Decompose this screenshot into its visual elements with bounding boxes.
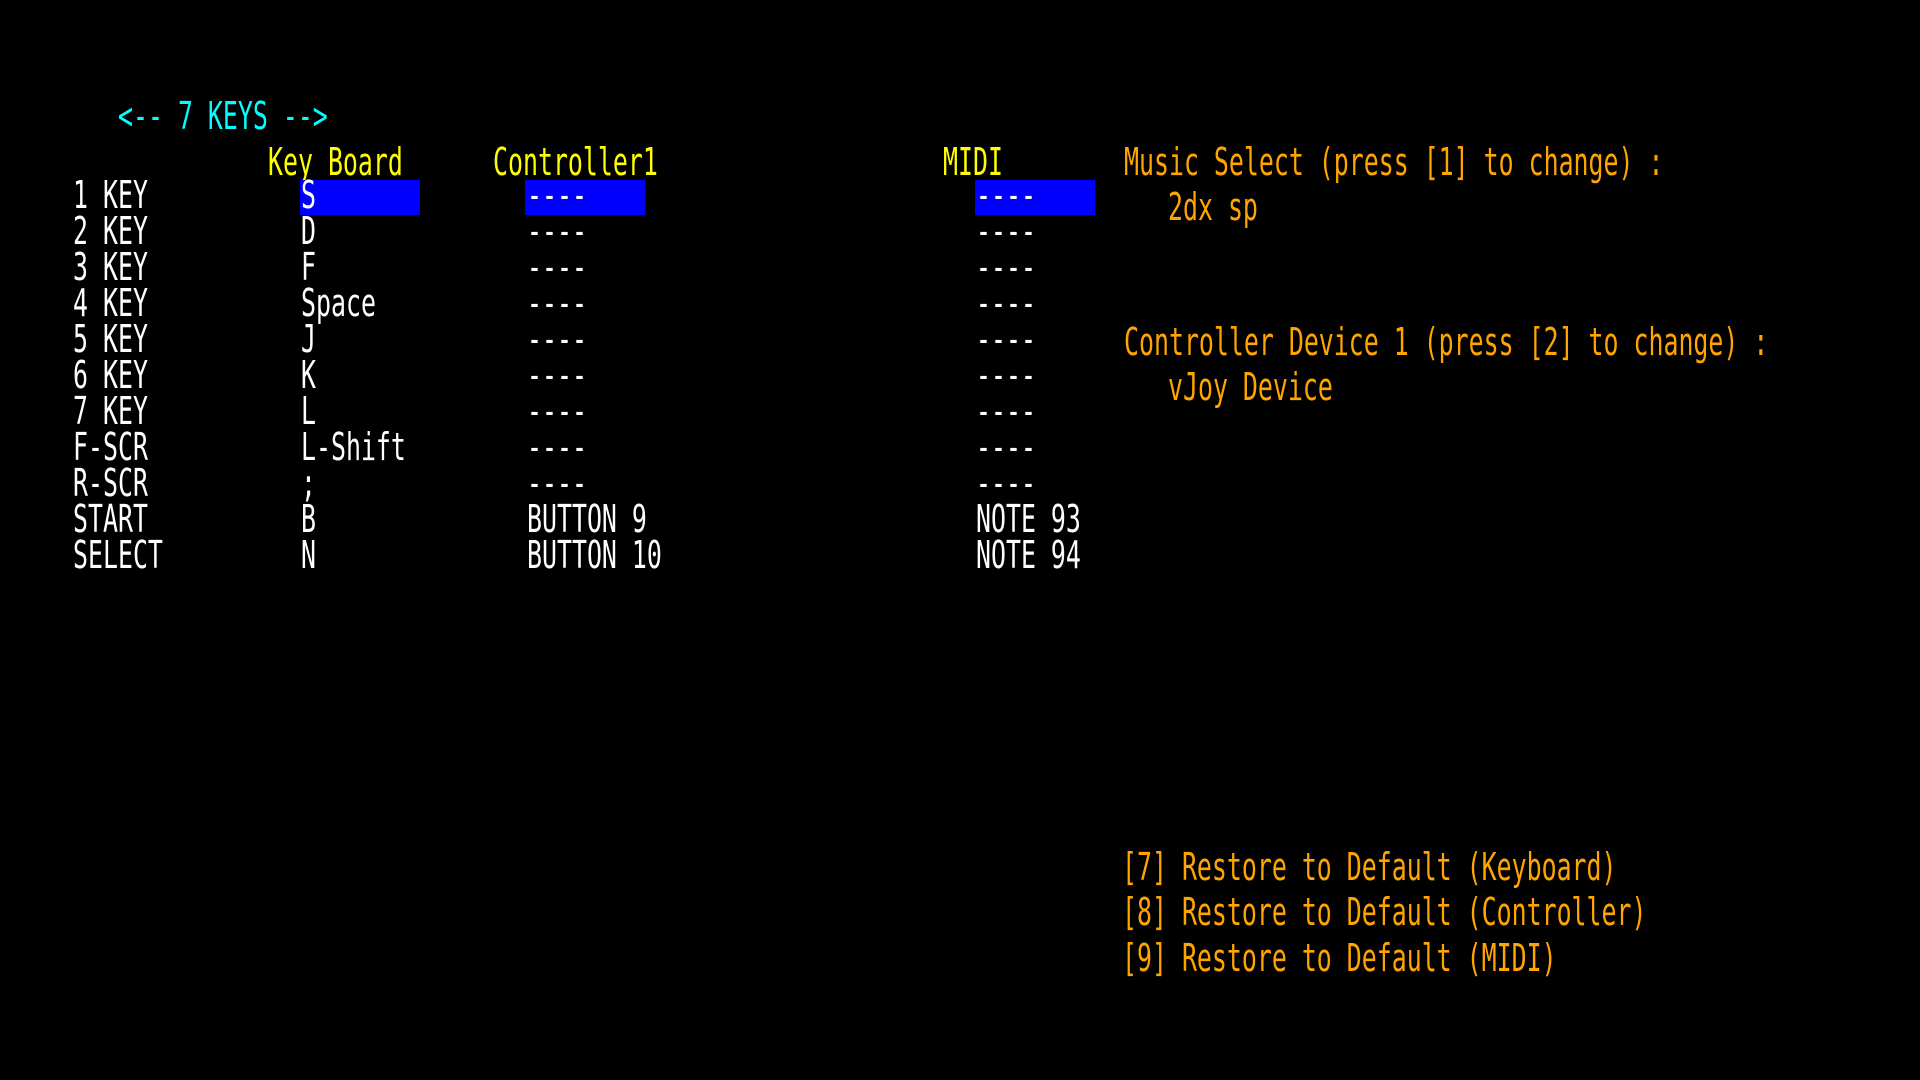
header-keyboard: Key Board	[268, 140, 403, 184]
restore-controller-option[interactable]: [8] Restore to Default (Controller)	[1122, 890, 1647, 934]
controller-selection-highlight	[525, 180, 645, 215]
controller-binding[interactable]: ----	[527, 461, 587, 505]
midi-binding[interactable]: ----	[976, 425, 1036, 469]
restore-midi-option[interactable]: [9] Restore to Default (MIDI)	[1122, 936, 1557, 980]
music-select-label: Music Select (press [1] to change) :	[1124, 140, 1664, 184]
controller-binding[interactable]: ----	[527, 425, 587, 469]
keyboard-selection-highlight	[300, 180, 420, 215]
midi-binding[interactable]: ----	[976, 461, 1036, 505]
controller-binding[interactable]: ----	[527, 245, 587, 289]
keyboard-binding[interactable]: J	[301, 317, 316, 361]
controller-binding[interactable]: ----	[527, 389, 587, 433]
midi-binding[interactable]: ----	[976, 317, 1036, 361]
midi-binding[interactable]: ----	[976, 209, 1036, 253]
keyboard-binding[interactable]: K	[301, 353, 316, 397]
midi-selection-highlight	[975, 180, 1095, 215]
midi-binding[interactable]: ----	[976, 389, 1036, 433]
restore-keyboard-option[interactable]: [7] Restore to Default (Keyboard)	[1122, 845, 1617, 889]
controller-binding[interactable]: BUTTON 9	[527, 497, 647, 541]
controller-binding[interactable]: ----	[527, 353, 587, 397]
midi-binding[interactable]: ----	[976, 245, 1036, 289]
midi-binding[interactable]: ----	[976, 281, 1036, 325]
header-controller: Controller1	[493, 140, 658, 184]
keyboard-binding[interactable]: F	[301, 245, 316, 289]
keyboard-binding[interactable]: B	[301, 497, 316, 541]
controller-binding[interactable]: ----	[527, 209, 587, 253]
midi-binding[interactable]: ----	[976, 173, 1036, 217]
controller-binding[interactable]: ----	[527, 317, 587, 361]
row-label: START	[73, 497, 148, 541]
row-label: 4 KEY	[73, 281, 148, 325]
row-label: R-SCR	[73, 461, 148, 505]
row-label: SELECT	[73, 533, 163, 577]
midi-binding[interactable]: NOTE 94	[976, 533, 1081, 577]
row-label: 3 KEY	[73, 245, 148, 289]
row-label: 6 KEY	[73, 353, 148, 397]
controller-binding[interactable]: ----	[527, 173, 587, 217]
music-select-value: 2dx sp	[1168, 185, 1258, 229]
controller-device-value: vJoy Device	[1168, 365, 1333, 409]
keyboard-binding[interactable]: D	[301, 209, 316, 253]
keyboard-binding[interactable]: ;	[301, 461, 316, 505]
row-label: 7 KEY	[73, 389, 148, 433]
header-midi: MIDI	[943, 140, 1003, 184]
midi-binding[interactable]: NOTE 93	[976, 497, 1081, 541]
midi-binding[interactable]: ----	[976, 353, 1036, 397]
keyboard-binding[interactable]: Space	[301, 281, 376, 325]
keyboard-binding[interactable]: L	[301, 389, 316, 433]
controller-binding[interactable]: ----	[527, 281, 587, 325]
keyboard-binding[interactable]: L-Shift	[301, 425, 406, 469]
row-label: 5 KEY	[73, 317, 148, 361]
mode-title[interactable]: <-- 7 KEYS -->	[118, 94, 328, 138]
controller-binding[interactable]: BUTTON 10	[527, 533, 662, 577]
keyboard-binding[interactable]: S	[301, 173, 316, 217]
row-label: 1 KEY	[73, 173, 148, 217]
controller-device-label: Controller Device 1 (press [2] to change…	[1124, 320, 1769, 364]
keyboard-binding[interactable]: N	[301, 533, 316, 577]
row-label: F-SCR	[73, 425, 148, 469]
row-label: 2 KEY	[73, 209, 148, 253]
